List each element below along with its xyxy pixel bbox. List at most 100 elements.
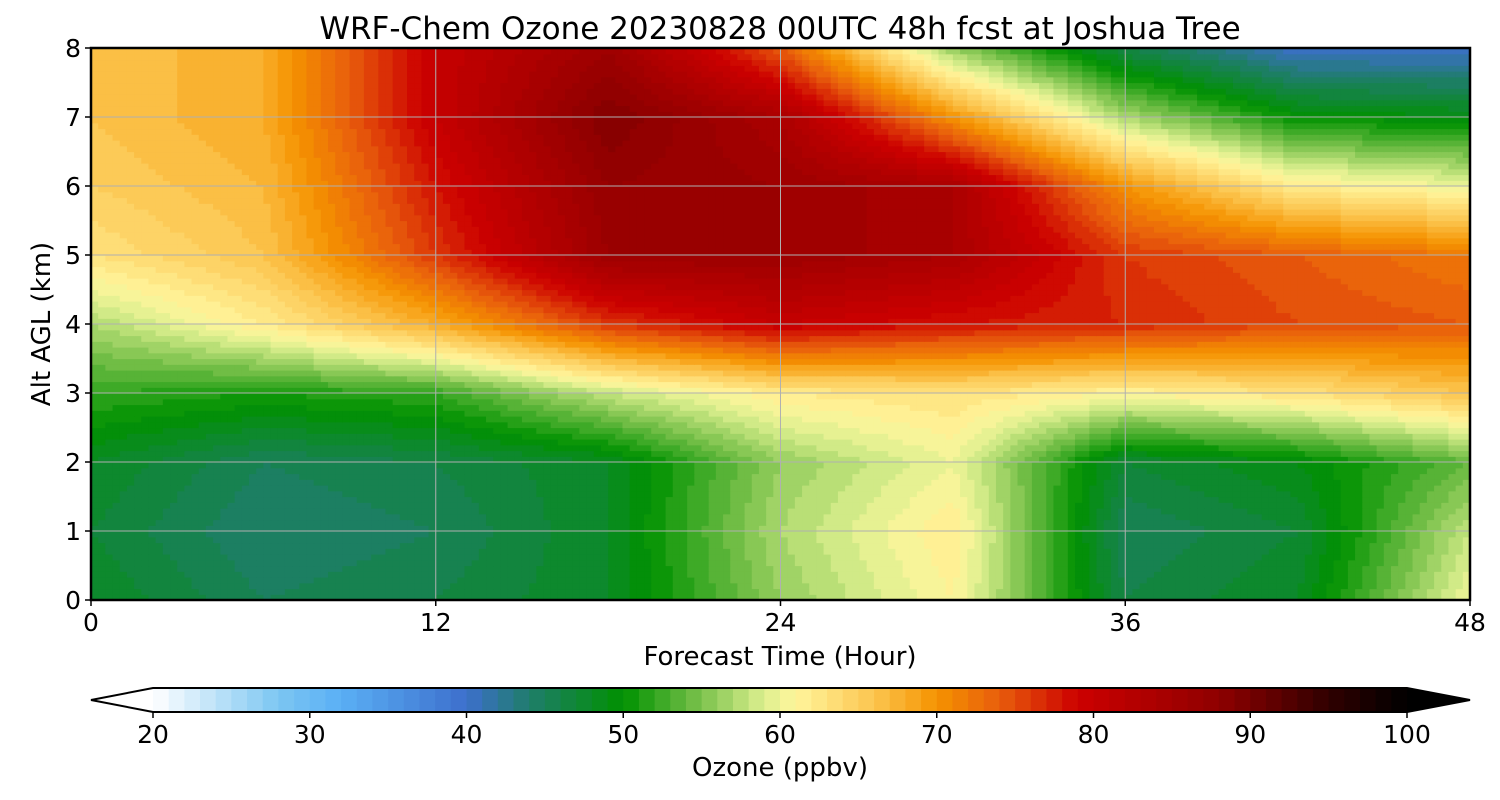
heat-cell (636, 479, 645, 486)
heat-cell (277, 462, 286, 469)
heat-cell (500, 467, 509, 475)
heat-cell (536, 531, 545, 538)
heat-cell (184, 490, 193, 498)
heat-cell (385, 559, 394, 567)
heat-cell (830, 548, 839, 555)
heat-cell (852, 462, 861, 469)
heat-cell (435, 536, 444, 544)
heat-cell (471, 577, 480, 584)
heat-cell (1060, 502, 1069, 509)
heat-cell (284, 559, 293, 567)
heat-cell (751, 490, 760, 498)
heat-cell (1053, 496, 1062, 503)
heat-cell (1031, 508, 1040, 515)
heat-cell (572, 519, 580, 526)
heat-cell (500, 588, 509, 595)
heat-cell (694, 508, 703, 515)
heat-cell (98, 456, 106, 463)
heat-cell (1283, 485, 1292, 492)
heat-cell (450, 450, 458, 457)
heat-cell (1074, 542, 1083, 549)
heat-cell (773, 496, 782, 503)
heat-cell (249, 456, 257, 463)
heat-cell (141, 473, 150, 480)
heat-cell (91, 456, 99, 463)
heat-cell (234, 490, 243, 498)
heat-cell (1031, 571, 1040, 578)
heat-cell (651, 548, 659, 555)
heat-cell (708, 467, 717, 475)
heat-cell (1247, 594, 1256, 600)
heat-cell (514, 588, 523, 595)
heat-cell (701, 536, 710, 544)
heat-cell (895, 588, 904, 595)
heat-cell (1362, 502, 1371, 509)
heat-cell (1017, 519, 1026, 526)
heat-cell (1405, 513, 1414, 521)
heat-cell (1089, 496, 1098, 503)
heat-cell (1182, 496, 1191, 503)
heat-cell (1283, 467, 1292, 475)
heat-cell (816, 456, 825, 463)
heat-cell (1110, 542, 1119, 549)
heat-cell (644, 577, 652, 584)
heat-cell (1103, 450, 1112, 457)
heat-cell (1118, 490, 1126, 498)
heat-cell (723, 462, 731, 469)
heat-cell (938, 513, 947, 521)
heat-cell (1347, 542, 1356, 549)
heat-cell (1010, 479, 1019, 486)
heat-cell (507, 490, 516, 498)
heat-cell (1046, 456, 1055, 463)
heat-cell (651, 490, 659, 498)
heat-cell (1268, 542, 1277, 549)
heat-cell (816, 450, 825, 457)
heat-cell (1398, 485, 1406, 492)
heat-cell (1290, 577, 1299, 584)
heat-cell (1125, 467, 1134, 475)
heat-cell (1060, 450, 1069, 457)
heat-cell (1103, 496, 1112, 503)
heat-cell (1189, 456, 1198, 463)
heat-cell (787, 467, 796, 475)
heat-cell (608, 571, 616, 578)
heat-cell (1096, 536, 1105, 544)
heat-cell (1053, 479, 1062, 486)
heat-cell (349, 473, 358, 480)
heat-cell (356, 479, 365, 486)
heat-cell (134, 542, 142, 549)
heat-cell (507, 565, 516, 572)
heat-cell (320, 536, 329, 544)
heat-cell (1211, 462, 1220, 469)
heat-cell (794, 473, 803, 480)
heat-cell (816, 577, 825, 584)
heat-cell (1182, 473, 1191, 480)
heat-cell (1189, 479, 1198, 486)
heat-cell (227, 508, 236, 515)
heat-cell (1168, 490, 1177, 498)
heat-cell (263, 456, 272, 463)
heat-cell (881, 450, 889, 457)
heat-cell (442, 467, 451, 475)
heat-cell (758, 502, 767, 509)
heat-cell (1304, 508, 1313, 515)
heat-cell (234, 502, 243, 509)
heat-cell (1247, 467, 1256, 475)
heat-cell (960, 594, 968, 600)
heat-cell (141, 479, 150, 486)
heat-cell (428, 462, 437, 469)
heat-cell (1031, 577, 1040, 584)
heat-cell (198, 594, 207, 600)
heat-cell (119, 502, 128, 509)
heat-cell (371, 525, 379, 532)
heat-cell (126, 536, 135, 544)
heat-cell (1462, 485, 1470, 492)
heat-cell (457, 456, 466, 463)
heat-cell (328, 502, 336, 509)
heat-cell (794, 531, 803, 538)
heat-cell (679, 594, 688, 600)
heat-cell (507, 554, 516, 561)
heat-cell (931, 456, 940, 463)
heat-cell (967, 485, 976, 492)
heat-cell (91, 473, 99, 480)
